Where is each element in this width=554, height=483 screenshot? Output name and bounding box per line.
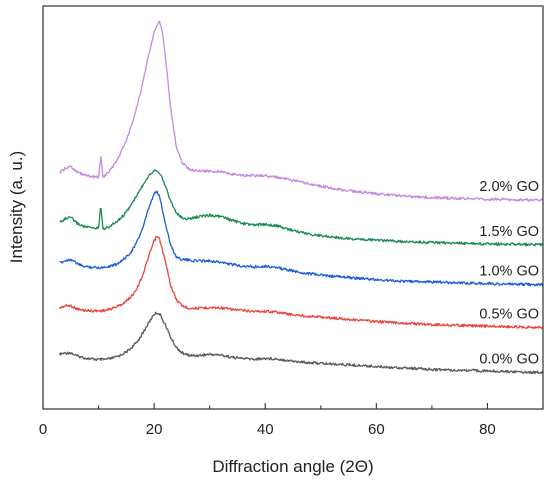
x-tick-label: 20 — [146, 421, 163, 438]
series-line-1-0-go — [59, 190, 544, 287]
series-labels: 0.0% GO 0.5% GO 1.0% GO 1.5% GO 2.0% GO — [479, 179, 539, 368]
series-label: 0.5% GO — [479, 306, 539, 322]
axes-layer — [42, 5, 544, 410]
x-tick-label: 0 — [39, 421, 47, 438]
series-label: 2.0% GO — [479, 179, 539, 195]
x-tick-label: 80 — [479, 421, 496, 438]
series-line-1-5-go — [59, 169, 544, 247]
x-ticks: 0 20 40 60 80 — [39, 403, 544, 438]
series-line-0-5-go — [59, 235, 544, 330]
x-tick-label: 40 — [257, 421, 274, 438]
plot-frame — [42, 5, 544, 410]
series-line-2-0-go — [59, 20, 544, 202]
x-tick-label: 60 — [368, 421, 385, 438]
series-layer — [59, 20, 544, 375]
x-axis-title: Diffraction angle (2Θ) — [212, 457, 373, 476]
series-label: 1.5% GO — [479, 224, 539, 240]
series-label: 0.0% GO — [479, 352, 539, 368]
y-axis-title: Intensity (a. u.) — [7, 151, 26, 263]
series-label: 1.0% GO — [479, 264, 539, 280]
series-line-0-0-go — [59, 311, 544, 375]
